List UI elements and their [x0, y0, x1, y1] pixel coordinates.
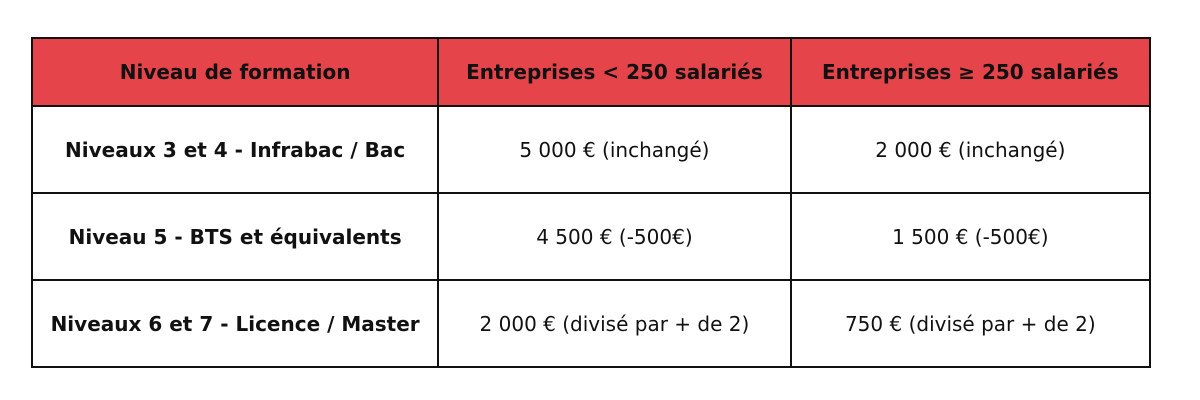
large-company-amount-cell: 750 € (divisé par + de 2): [789, 279, 1152, 368]
small-company-amount-cell: 2 000 € (divisé par + de 2): [437, 279, 792, 368]
small-company-amount-cell: 5 000 € (inchangé): [437, 105, 792, 194]
table-row: Niveaux 6 et 7 - Licence / Master 2 000 …: [30, 279, 1152, 368]
header-small-companies: Entreprises < 250 salariés: [437, 37, 792, 107]
training-level-cell: Niveaux 6 et 7 - Licence / Master: [30, 279, 440, 368]
header-large-companies: Entreprises ≥ 250 salariés: [789, 37, 1152, 107]
header-training-level: Niveau de formation: [30, 37, 440, 107]
large-company-amount-cell: 2 000 € (inchangé): [789, 105, 1152, 194]
table-row: Niveau 5 - BTS et équivalents 4 500 € (-…: [30, 192, 1152, 281]
training-level-cell: Niveaux 3 et 4 - Infrabac / Bac: [30, 105, 440, 194]
header-row: Niveau de formation Entreprises < 250 sa…: [30, 37, 1152, 107]
training-level-cell: Niveau 5 - BTS et équivalents: [30, 192, 440, 281]
large-company-amount-cell: 1 500 € (-500€): [789, 192, 1152, 281]
small-company-amount-cell: 4 500 € (-500€): [437, 192, 792, 281]
aid-amounts-table: Niveau de formation Entreprises < 250 sa…: [30, 37, 1152, 368]
table-row: Niveaux 3 et 4 - Infrabac / Bac 5 000 € …: [30, 105, 1152, 194]
